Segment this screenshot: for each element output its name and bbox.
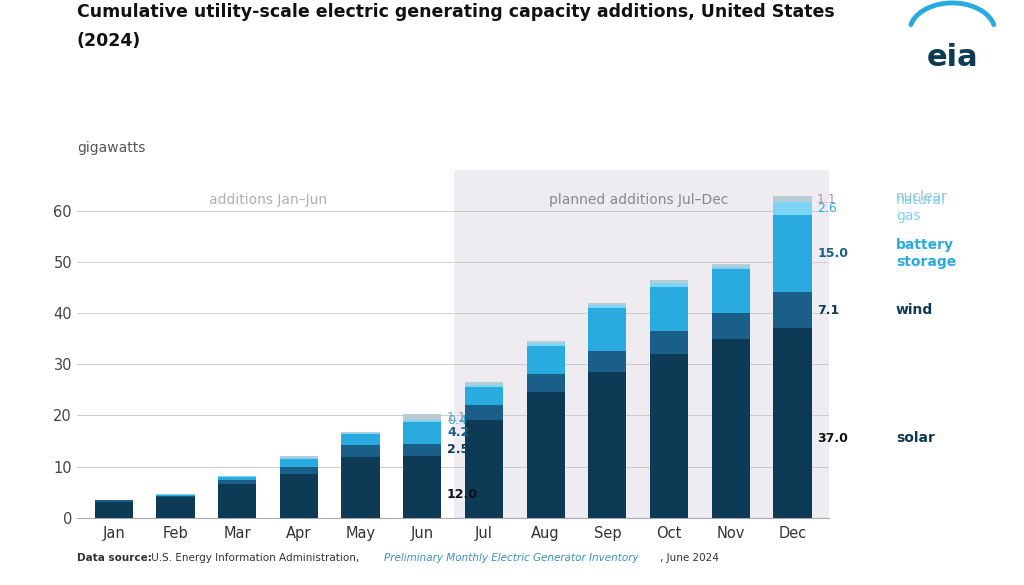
Bar	[526, 343, 565, 346]
Bar	[465, 382, 503, 385]
Bar	[526, 393, 565, 518]
Bar	[650, 331, 688, 354]
Text: solar: solar	[896, 431, 935, 445]
Text: Preliminary Monthly Electric Generator Inventory: Preliminary Monthly Electric Generator I…	[384, 553, 639, 563]
Text: additions Jan–Jun: additions Jan–Jun	[209, 194, 327, 207]
Bar	[280, 474, 318, 518]
Bar	[712, 313, 750, 339]
Bar	[588, 308, 627, 352]
Bar	[588, 303, 627, 305]
Bar	[650, 280, 688, 283]
Bar	[218, 480, 256, 484]
Bar	[218, 484, 256, 518]
Bar	[526, 341, 565, 343]
Bar	[280, 467, 318, 474]
Bar	[455, 170, 835, 518]
Text: 4.2: 4.2	[446, 426, 469, 439]
Bar	[650, 287, 688, 331]
Bar	[280, 456, 318, 458]
Bar	[403, 456, 441, 518]
Bar	[588, 305, 627, 308]
Bar	[712, 270, 750, 313]
Bar	[773, 202, 812, 215]
Text: , June 2024: , June 2024	[660, 553, 719, 563]
Bar	[712, 267, 750, 270]
Bar	[403, 422, 441, 443]
Bar	[526, 374, 565, 393]
Bar	[403, 414, 441, 420]
Bar	[465, 405, 503, 421]
Bar	[465, 421, 503, 518]
Bar	[773, 328, 812, 518]
Text: 2.6: 2.6	[817, 202, 837, 215]
Bar	[650, 283, 688, 287]
Bar	[341, 434, 380, 445]
Text: 15.0: 15.0	[817, 247, 848, 260]
Bar	[465, 387, 503, 405]
Text: 1.1: 1.1	[817, 192, 837, 205]
Text: nuclear: nuclear	[896, 190, 948, 204]
Bar	[218, 477, 256, 480]
Text: 1.1: 1.1	[446, 411, 467, 424]
Text: 2.5: 2.5	[446, 443, 469, 456]
Text: natural
gas: natural gas	[896, 192, 946, 223]
Text: Cumulative utility-scale electric generating capacity additions, United States: Cumulative utility-scale electric genera…	[77, 3, 835, 21]
Bar	[712, 264, 750, 267]
Text: planned additions Jul–Dec: planned additions Jul–Dec	[549, 194, 728, 207]
Text: (2024): (2024)	[77, 32, 141, 50]
Text: battery
storage: battery storage	[896, 238, 956, 269]
Bar	[94, 500, 133, 502]
Bar	[403, 443, 441, 456]
Bar	[588, 372, 627, 518]
Bar	[465, 385, 503, 387]
Bar	[526, 346, 565, 374]
Bar	[341, 433, 380, 434]
Text: eia: eia	[927, 43, 978, 72]
Text: U.S. Energy Information Administration,: U.S. Energy Information Administration,	[148, 553, 362, 563]
Text: 12.0: 12.0	[446, 488, 478, 501]
Bar	[341, 457, 380, 518]
Bar	[157, 495, 195, 497]
Bar	[773, 215, 812, 292]
Bar	[157, 497, 195, 518]
Bar	[773, 197, 812, 202]
Bar	[94, 502, 133, 518]
Bar	[280, 458, 318, 459]
Text: wind: wind	[896, 303, 933, 317]
Text: 37.0: 37.0	[817, 432, 848, 445]
Text: Data source:: Data source:	[77, 553, 152, 563]
Bar	[650, 354, 688, 518]
Text: 7.1: 7.1	[817, 304, 840, 316]
Bar	[403, 420, 441, 422]
Bar	[588, 352, 627, 372]
Bar	[280, 459, 318, 467]
Bar	[712, 339, 750, 518]
Bar	[341, 432, 380, 433]
Text: 0.4: 0.4	[446, 415, 467, 428]
Bar	[773, 292, 812, 328]
Bar	[341, 445, 380, 457]
Text: gigawatts: gigawatts	[77, 141, 145, 155]
